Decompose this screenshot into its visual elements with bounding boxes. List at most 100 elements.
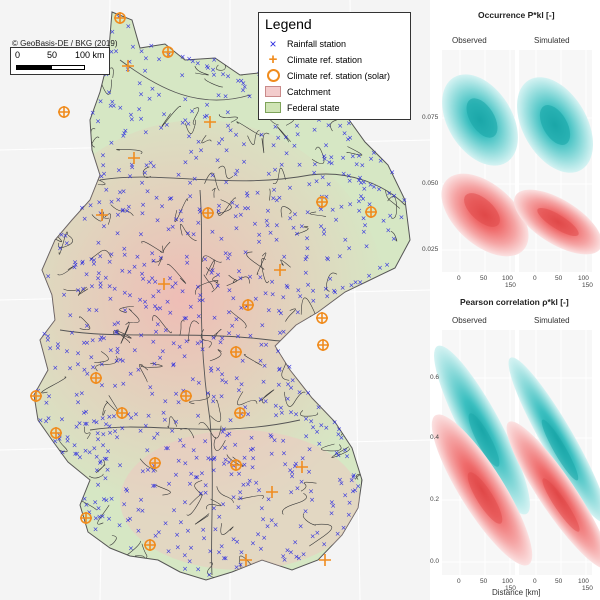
rainfall-station-icon: × xyxy=(270,194,276,202)
rainfall-station-icon: × xyxy=(92,498,98,506)
rainfall-station-icon: × xyxy=(366,272,372,280)
rainfall-station-icon: × xyxy=(100,513,106,521)
density-bottom-simulated xyxy=(506,357,600,569)
rainfall-station-icon: × xyxy=(135,527,141,535)
catchment-line xyxy=(350,542,365,557)
rainfall-station-icon: × xyxy=(182,314,188,322)
rainfall-station-icon: × xyxy=(152,482,158,490)
catchment-line xyxy=(309,523,333,547)
rainfall-station-icon: × xyxy=(121,501,127,509)
catchment-line xyxy=(203,274,214,290)
rainfall-station-icon: × xyxy=(107,295,113,303)
catchment-line xyxy=(230,310,247,329)
rainfall-station-icon: × xyxy=(154,194,160,202)
rainfall-station-icon: × xyxy=(273,521,279,529)
rainfall-station-icon: × xyxy=(256,231,262,239)
rainfall-station-icon: × xyxy=(150,338,156,346)
rainfall-station-icon: × xyxy=(225,108,231,116)
rainfall-station-icon: × xyxy=(143,422,149,430)
rainfall-station-icon: × xyxy=(361,228,367,236)
rainfall-station-icon: × xyxy=(277,329,283,337)
rainfall-station-icon: × xyxy=(386,190,392,198)
rainfall-station-icon: × xyxy=(378,157,384,165)
rainfall-station-icon: × xyxy=(95,239,101,247)
rainfall-station-icon: × xyxy=(98,98,104,106)
rainfall-station-icon: × xyxy=(98,173,104,181)
rainfall-station-icon: × xyxy=(255,531,261,539)
rainfall-station-icon: × xyxy=(149,250,155,258)
rainfall-station-icon: × xyxy=(218,338,224,346)
rainfall-station-icon: × xyxy=(226,286,232,294)
rainfall-station-icon: × xyxy=(371,183,377,191)
rainfall-station-icon: × xyxy=(126,203,132,211)
strip-top-observed: Observed xyxy=(452,36,487,45)
catchment-line xyxy=(385,189,400,209)
rainfall-station-icon: × xyxy=(115,196,121,204)
rainfall-station-icon: × xyxy=(59,415,65,423)
rainfall-station-icon: × xyxy=(265,207,271,215)
catchment-line xyxy=(185,119,196,134)
rainfall-station-icon: × xyxy=(211,56,217,64)
legend: Legend × Rainfall station + Climate ref.… xyxy=(258,12,411,120)
rainfall-station-icon: × xyxy=(288,384,294,392)
rainfall-station-icon: × xyxy=(259,505,265,513)
rainfall-station-icon: × xyxy=(195,60,201,68)
density-top-observed xyxy=(441,74,529,257)
rainfall-station-icon: × xyxy=(123,486,129,494)
ytick-bottom-00: 0.0 xyxy=(430,558,440,565)
rainfall-station-icon: × xyxy=(303,255,309,263)
rainfall-station-icon: × xyxy=(46,415,52,423)
legend-item-catchment: Catchment xyxy=(265,85,331,98)
rainfall-station-icon: × xyxy=(240,357,246,365)
circle-icon xyxy=(265,69,281,82)
rainfall-station-icon: × xyxy=(219,136,225,144)
rainfall-station-icon: × xyxy=(122,306,128,314)
rainfall-station-icon: × xyxy=(303,432,309,440)
rainfall-station-icon: × xyxy=(129,161,135,169)
catchment-line xyxy=(155,484,171,496)
rainfall-station-icon: × xyxy=(106,413,112,421)
catchment-line xyxy=(141,240,163,253)
rainfall-station-icon: × xyxy=(186,55,192,63)
climate-solar-station-icon xyxy=(202,207,214,219)
rainfall-station-icon: × xyxy=(260,516,266,524)
rainfall-station-icon: × xyxy=(237,489,243,497)
rainfall-station-icon: × xyxy=(263,289,269,297)
rainfall-station-icon: × xyxy=(190,57,196,65)
rainfall-station-icon: × xyxy=(138,231,144,239)
rainfall-station-icon: × xyxy=(237,275,243,283)
catchment-line xyxy=(216,486,234,503)
rainfall-station-icon: × xyxy=(238,77,244,85)
rainfall-station-icon: × xyxy=(101,495,107,503)
ytick-top-0025: 0.025 xyxy=(422,246,439,253)
rainfall-station-icon: × xyxy=(305,281,311,289)
catchment-line xyxy=(282,493,307,515)
rainfall-station-icon: × xyxy=(185,230,191,238)
climate-station-icon xyxy=(266,486,278,498)
rainfall-station-icon: × xyxy=(142,298,148,306)
rainfall-station-icon: × xyxy=(292,539,298,547)
rainfall-station-icon: × xyxy=(342,492,348,500)
rainfall-station-icon: × xyxy=(138,427,144,435)
rainfall-station-icon: × xyxy=(191,447,197,455)
rainfall-station-icon: × xyxy=(94,466,100,474)
rainfall-station-icon: × xyxy=(173,390,179,398)
rainfall-station-icon: × xyxy=(109,198,115,206)
xtick-top-sim-100: 100 xyxy=(578,275,589,282)
rainfall-station-icon: × xyxy=(368,181,374,189)
climate-solar-station-icon xyxy=(144,539,156,551)
rainfall-station-icon: × xyxy=(218,235,224,243)
catchment-line xyxy=(58,234,73,248)
rainfall-station-icon: × xyxy=(299,478,305,486)
rainfall-station-icon: × xyxy=(138,91,144,99)
rainfall-station-icon: × xyxy=(177,343,183,351)
rainfall-station-icon: × xyxy=(247,92,253,100)
xtick-top-sim-150: 150 xyxy=(582,282,593,289)
catchment-line xyxy=(50,127,71,136)
rainfall-station-icon: × xyxy=(221,425,227,433)
rainfall-station-icon: × xyxy=(139,210,145,218)
rainfall-station-icon: × xyxy=(356,197,362,205)
rainfall-station-icon: × xyxy=(81,339,87,347)
rainfall-station-icon: × xyxy=(341,170,347,178)
rainfall-station-icon: × xyxy=(109,98,115,106)
